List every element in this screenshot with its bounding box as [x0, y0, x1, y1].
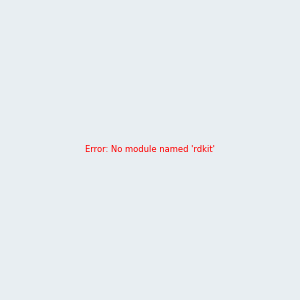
- Text: Error: No module named 'rdkit': Error: No module named 'rdkit': [85, 146, 215, 154]
